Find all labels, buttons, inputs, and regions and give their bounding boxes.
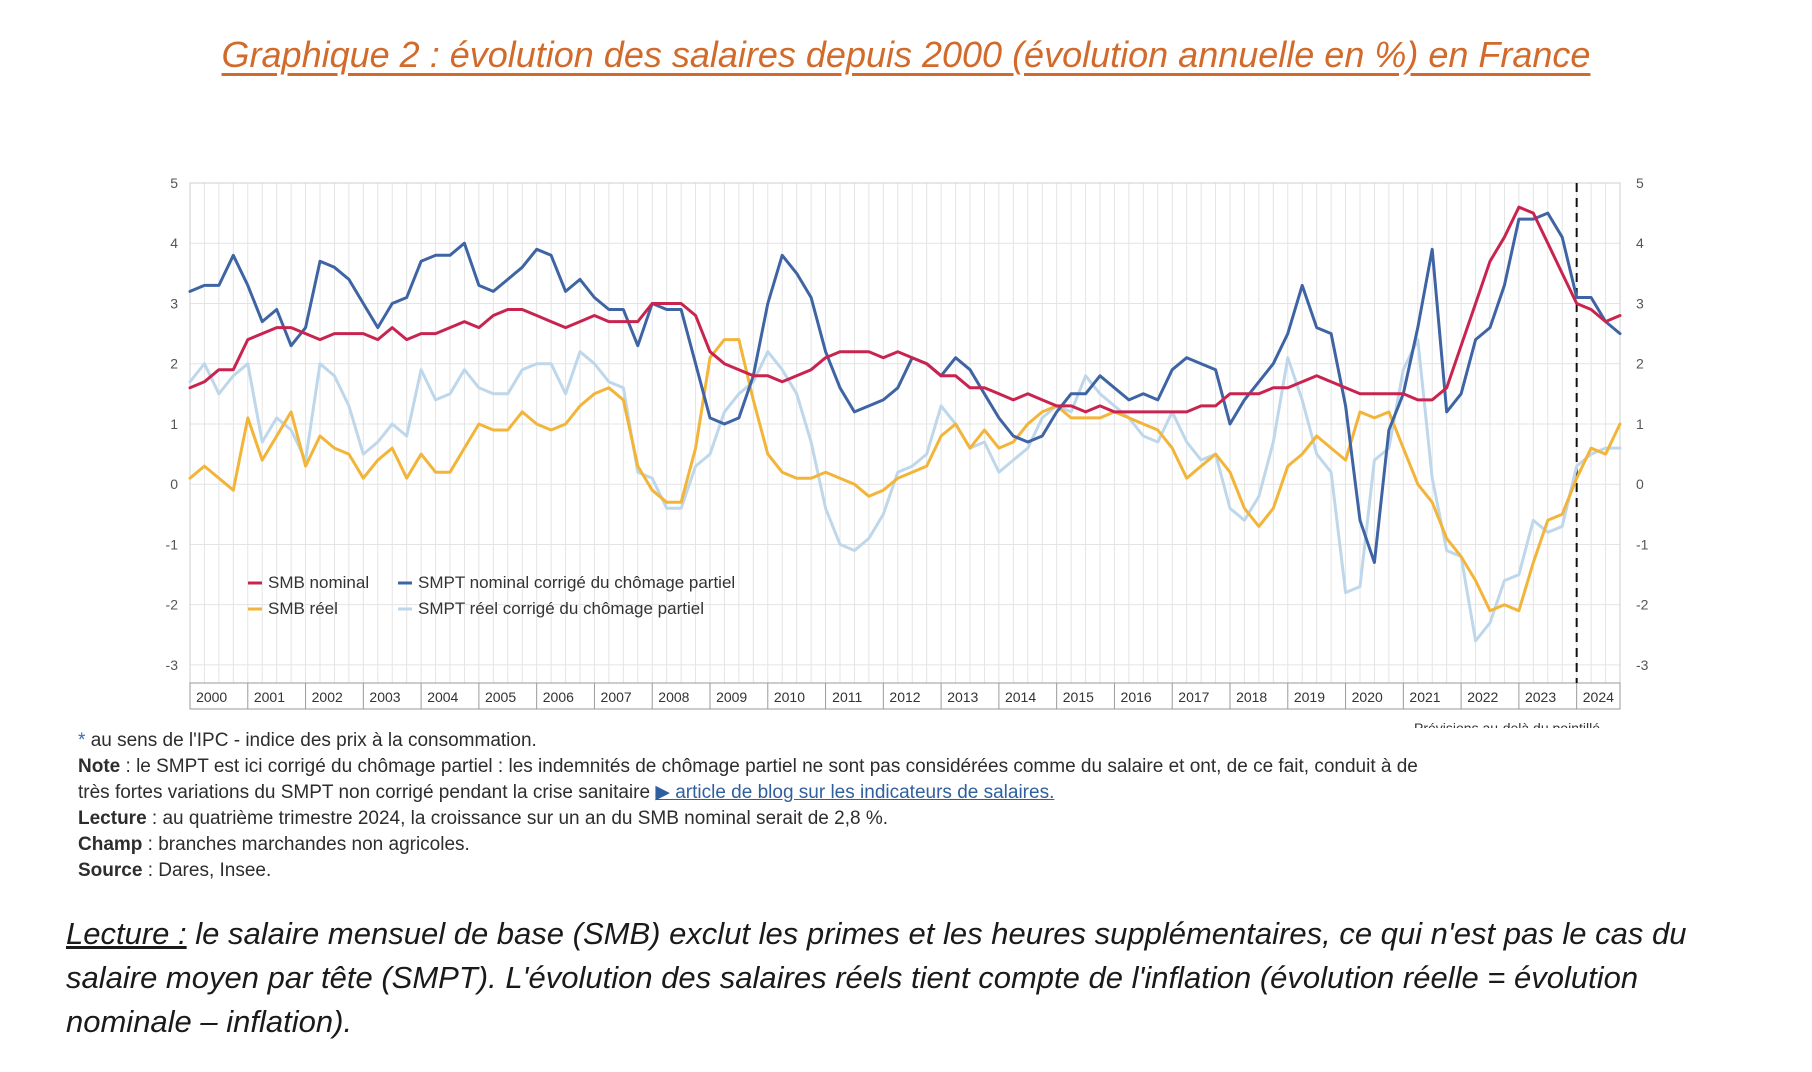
y-tick-label-right: 1 [1636,416,1644,432]
page-title: Graphique 2 : évolution des salaires dep… [221,34,1591,75]
note-lecture: Lecture : au quatrième trimestre 2024, l… [78,806,1768,832]
y-tick-label-right: 2 [1636,356,1644,372]
x-tick-label: 2001 [254,689,285,705]
x-tick-label: 2023 [1525,689,1556,705]
y-tick-label-left: -1 [166,536,179,552]
y-tick-label-right: -1 [1636,536,1649,552]
champ-label: Champ [78,834,143,855]
x-tick-label: 2014 [1005,689,1036,705]
y-tick-label-left: -2 [166,597,179,613]
source-text: : Dares, Insee. [142,860,272,881]
x-tick-label: 2021 [1409,689,1440,705]
series-line [188,211,1622,564]
y-tick-label-right: 0 [1636,476,1644,492]
x-tick-label: 2006 [543,689,574,705]
y-tick-label-left: 4 [170,235,178,251]
source-label: Source [78,860,143,881]
wage-evolution-chart: 5 5 4 4 3 3 2 2 1 1 0 0 -1 -1 -2 -2 -3 -3 2000 2001 2002 2003… [166,175,1649,728]
note-source: Source : Dares, Insee. [78,858,1768,884]
lecture-text: : au quatrième trimestre 2024, la croiss… [146,808,889,829]
x-tick-label: 2008 [658,689,689,705]
note-line-2: très fortes variations du SMPT non corri… [78,780,1768,806]
forecast-label: Prévisions au-delà du pointillé [1414,720,1600,728]
y-tick-label-left: -3 [166,657,179,673]
x-tick-label: 2015 [1063,689,1094,705]
ipc-text: au sens de l'IPC - indice des prix à la … [90,730,537,751]
series-line [188,338,1622,613]
x-tick-label: 2009 [716,689,747,705]
y-tick-label-left: 1 [170,416,178,432]
x-tick-label: 2003 [369,689,400,705]
x-tick-label: 2019 [1294,689,1325,705]
legend-label: SMB réel [268,599,338,618]
chart-notes: * au sens de l'IPC - indice des prix à l… [78,728,1768,884]
chart-legend: SMB nominal SMPT nominal corrigé du chôma… [248,573,735,618]
asterisk: * [78,730,86,751]
x-tick-label: 2011 [832,689,862,705]
lecture-block-label: Lecture : [66,916,187,951]
chart-series [188,205,1622,643]
lecture-paragraph: Lecture : le salaire mensuel de base (SM… [66,912,1766,1044]
y-tick-label-left: 0 [170,476,178,492]
x-tick-label: 2007 [601,689,632,705]
note-champ: Champ : branches marchandes non agricole… [78,832,1768,858]
x-tick-label: 2000 [196,689,227,705]
champ-text: : branches marchandes non agricoles. [142,834,470,855]
y-tick-label-right: 4 [1636,235,1644,251]
y-tick-label-right: 5 [1636,175,1644,191]
series-line [188,205,1622,414]
x-tick-label: 2018 [1236,689,1267,705]
x-tick-label: 2017 [1178,689,1209,705]
note-text-2: très fortes variations du SMPT non corri… [78,782,656,803]
y-tick-label-left: 5 [170,175,178,191]
x-tick-label: 2012 [889,689,920,705]
x-tick-label: 2013 [947,689,978,705]
chart-axes: 5 5 4 4 3 3 2 2 1 1 0 0 -1 -1 -2 -2 -3 -3 2000 2001 2002 2003… [166,175,1649,728]
x-tick-label: 2005 [485,689,516,705]
x-tick-label: 2002 [312,689,343,705]
note-text: : le SMPT est ici corrigé du chômage par… [120,756,1418,777]
legend-label: SMB nominal [268,573,369,592]
blog-article-link[interactable]: ▶ article de blog sur les indicateurs de… [655,782,1055,803]
x-tick-label: 2004 [427,689,458,705]
lecture-label: Lecture [78,808,147,829]
note-label: Note [78,756,121,777]
note-ipc: * au sens de l'IPC - indice des prix à l… [78,728,1768,754]
x-tick-label: 2010 [774,689,805,705]
y-tick-label-right: -3 [1636,657,1649,673]
series-line [188,338,1622,643]
y-tick-label-left: 2 [170,356,178,372]
x-tick-label: 2020 [1352,689,1383,705]
note-line-1: Note : le SMPT est ici corrigé du chômag… [78,754,1768,780]
y-tick-label-right: -2 [1636,597,1649,613]
y-tick-label-left: 3 [170,295,178,311]
y-tick-label-right: 3 [1636,295,1644,311]
legend-label: SMPT réel corrigé du chômage partiel [418,599,704,618]
x-tick-label: 2022 [1467,689,1498,705]
x-tick-label: 2024 [1583,689,1614,705]
legend-label: SMPT nominal corrigé du chômage partiel [418,573,735,592]
lecture-block-text: le salaire mensuel de base (SMB) exclut … [66,916,1687,1039]
x-tick-label: 2016 [1121,689,1152,705]
